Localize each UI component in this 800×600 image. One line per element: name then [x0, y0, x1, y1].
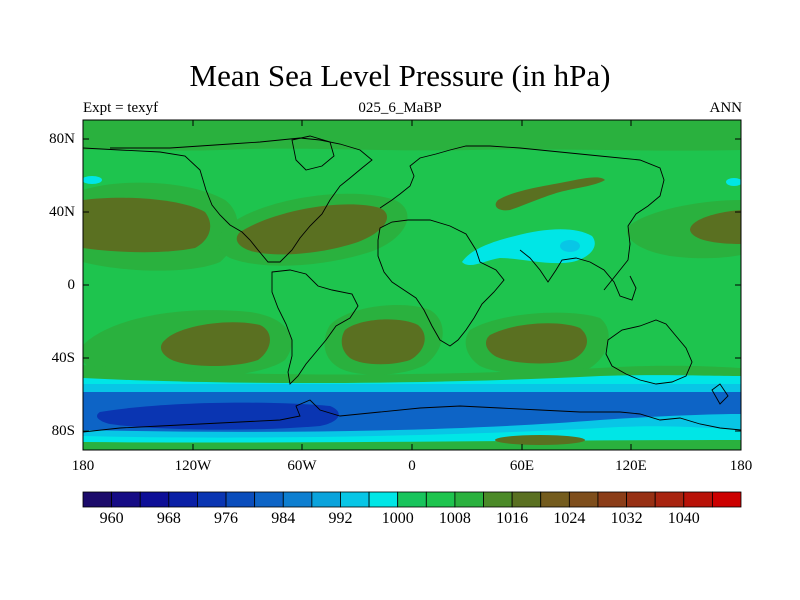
colorbar-swatch	[254, 491, 284, 508]
colorbar-swatch	[568, 491, 599, 508]
colorbar-label: 1008	[438, 510, 471, 527]
colorbar-swatch	[111, 491, 141, 508]
colorbar-swatch	[197, 491, 227, 508]
colorbar-label: 1016	[496, 510, 529, 527]
x-tick-label-60e: 60E	[509, 458, 535, 474]
colorbar-swatch	[282, 491, 313, 508]
colorbar-swatch	[397, 491, 427, 508]
coast-nz	[711, 383, 729, 405]
colorbar-swatch	[368, 491, 399, 508]
x-tick-label-60w: 60W	[287, 458, 317, 474]
colorbar-swatch	[626, 491, 656, 508]
colorbar-swatch	[168, 491, 198, 508]
colorbar-label: 968	[156, 510, 181, 527]
colorbar-swatch	[683, 491, 713, 508]
coast-africa	[377, 219, 505, 347]
colorbar-label: 992	[328, 510, 353, 527]
x-tick-label-120w: 120W	[174, 458, 212, 474]
y-tick-label-40n: 40N	[49, 204, 75, 220]
coast-india	[519, 249, 591, 283]
colorbar-swatch	[311, 491, 341, 508]
contour-fields	[83, 120, 741, 450]
colorbar-swatch	[82, 491, 113, 508]
field-npac-high-inner	[83, 197, 211, 253]
field-npac-east-outer	[626, 200, 741, 259]
y-tick-label-0: 0	[67, 277, 76, 293]
season-label: ANN	[709, 100, 743, 116]
coast-europe	[379, 145, 665, 291]
colorbar-label: 984	[271, 510, 296, 527]
colorbar-swatch	[340, 491, 370, 508]
colorbar-label: 1024	[553, 510, 586, 527]
colorbar-label: 1032	[610, 510, 643, 527]
coast-antarctica	[83, 399, 741, 433]
y-tick-label-80n: 80N	[49, 131, 75, 147]
colorbar-swatch	[225, 491, 256, 508]
coastlines	[83, 135, 741, 433]
coast-se-asia	[589, 261, 637, 301]
colorbar-swatch	[454, 491, 484, 508]
coast-south-america	[271, 269, 359, 385]
field-antarctic-high	[495, 435, 585, 445]
coast-greenland	[291, 135, 335, 171]
x-tick-label-120e: 120E	[615, 458, 647, 474]
field-sind-high-inner	[485, 323, 587, 364]
x-tick-label-180e: 180	[729, 458, 753, 474]
colorbar-swatch	[139, 491, 170, 508]
coast-north-america	[83, 137, 373, 263]
colorbar-swatch	[511, 491, 542, 508]
field-cyan-spot-e	[726, 178, 741, 186]
axis-ticks	[82, 120, 742, 450]
field-natl-high-inner	[236, 204, 387, 255]
field-npac-east-inner	[690, 210, 741, 244]
colorbar-swatch	[711, 491, 742, 508]
field-cyan-spot-w	[83, 176, 102, 184]
field-satl-high-inner	[341, 319, 425, 365]
colorbar-label: 976	[214, 510, 239, 527]
experiment-label: Expt = texyf	[83, 100, 159, 116]
field-asia-low	[462, 229, 595, 266]
colorbar-swatch	[540, 491, 570, 508]
field-spac-high-inner	[160, 322, 270, 366]
colorbar-label: 1000	[381, 510, 414, 527]
colorbar-swatch	[483, 491, 513, 508]
x-tick-label-0: 0	[408, 458, 416, 474]
colorbar	[82, 491, 742, 508]
colorbar-swatch	[425, 491, 456, 508]
field-south-band-deepblue	[97, 402, 339, 430]
colorbar-label: 960	[99, 510, 124, 527]
y-tick-label-40s: 40S	[51, 350, 75, 366]
period-label: 025_6_MaBP	[358, 100, 442, 116]
x-tick-label-180w: 180	[71, 458, 95, 474]
colorbar-swatch	[597, 491, 627, 508]
coast-australia	[605, 319, 693, 385]
y-tick-label-80s: 80S	[51, 423, 75, 439]
field-asia-low-center	[560, 240, 580, 252]
field-siberia-high	[495, 177, 605, 211]
colorbar-swatch	[654, 491, 685, 508]
colorbar-label: 1040	[667, 510, 700, 527]
chart-title: Mean Sea Level Pressure (in hPa)	[189, 58, 611, 93]
